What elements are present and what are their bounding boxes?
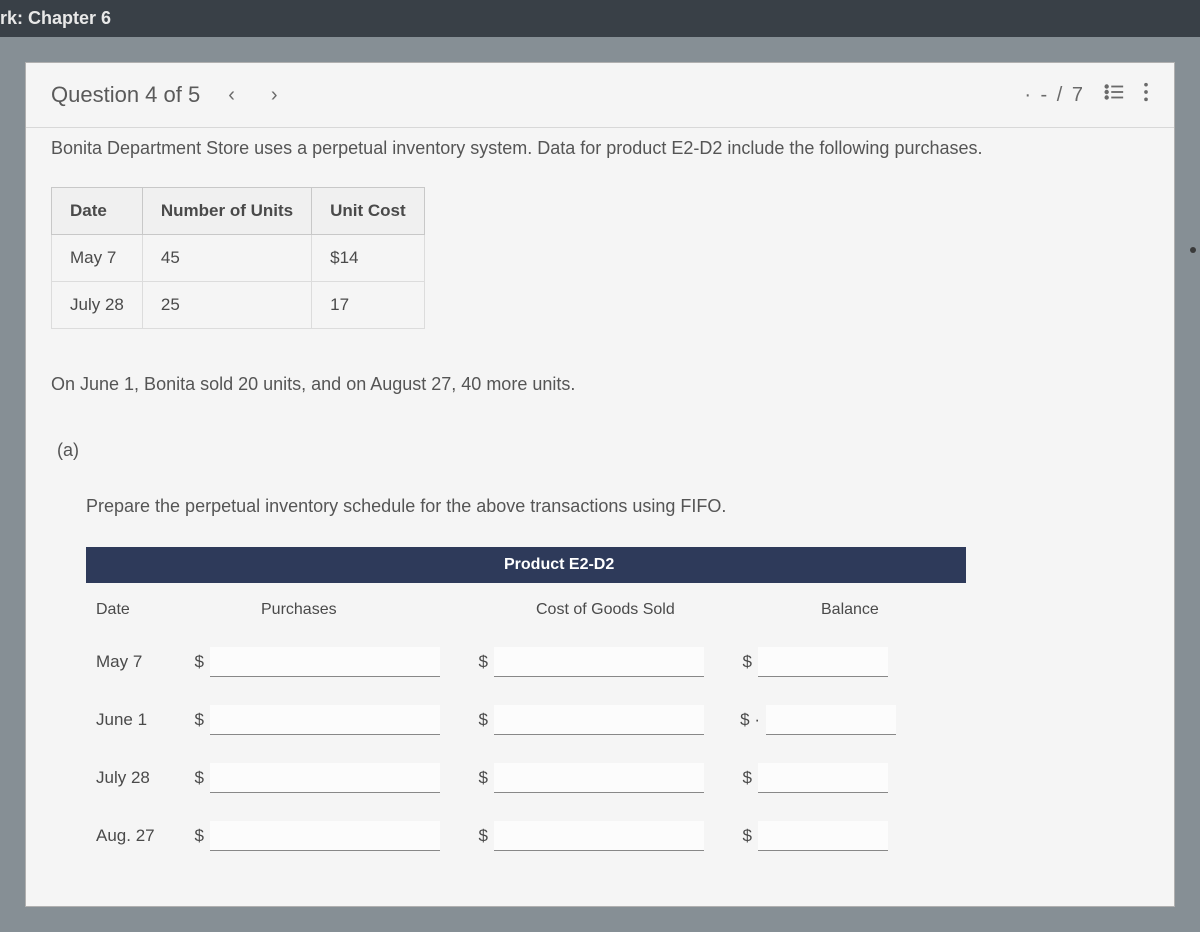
cogs-input[interactable] [494, 763, 704, 793]
schedule-banner: Product E2-D2 [86, 547, 966, 583]
sales-text: On June 1, Bonita sold 20 units, and on … [51, 374, 1149, 395]
dollar-sign: $ [470, 710, 488, 730]
schedule-title: Product E2-D2 [486, 547, 776, 583]
purchases-input[interactable] [210, 821, 440, 851]
dollar-sign: $ · [734, 710, 760, 730]
col-date: Date [52, 188, 143, 235]
hdr-cogs: Cost of Goods Sold [496, 601, 781, 619]
balance-input[interactable] [758, 647, 888, 677]
table-row: May 7 45 $14 [52, 235, 425, 282]
purchases-input[interactable] [210, 705, 440, 735]
decorative-dot [1190, 247, 1196, 253]
instruction-text: Prepare the perpetual inventory schedule… [86, 496, 1149, 517]
schedule-row: May 7 $ $ $ [86, 633, 966, 691]
next-question-button[interactable]: › [263, 84, 286, 107]
purchases-input[interactable] [210, 763, 440, 793]
hdr-date: Date [86, 601, 201, 619]
schedule-row: June 1 $ $ $ · [86, 691, 966, 749]
prev-question-button[interactable]: ‹ [220, 84, 243, 107]
question-body: Bonita Department Store uses a perpetual… [26, 127, 1174, 865]
page-banner: rk: Chapter 6 [0, 0, 1200, 37]
cell-cost: 17 [312, 282, 425, 329]
schedule-headers: Date Purchases Cost of Goods Sold Balanc… [86, 583, 966, 633]
outer-frame: Question 4 of 5 ‹ › · - / 7 [0, 37, 1200, 932]
question-title: Question 4 of 5 [51, 82, 200, 108]
col-units: Number of Units [142, 188, 311, 235]
row-date: May 7 [86, 652, 186, 672]
dollar-sign: $ [470, 826, 488, 846]
table-row: July 28 25 17 [52, 282, 425, 329]
balance-input[interactable] [758, 821, 888, 851]
cell-date: May 7 [52, 235, 143, 282]
dollar-sign: $ [186, 768, 204, 788]
header-left: Question 4 of 5 ‹ › [51, 82, 286, 108]
dollar-sign: $ [734, 652, 752, 672]
dollar-sign: $ [186, 710, 204, 730]
banner-spacer [776, 547, 966, 583]
header-right: · - / 7 [1024, 81, 1149, 109]
col-cost: Unit Cost [312, 188, 425, 235]
main-panel: Question 4 of 5 ‹ › · - / 7 [25, 62, 1175, 907]
dollar-sign: $ [186, 652, 204, 672]
schedule-table: Product E2-D2 Date Purchases Cost of Goo… [86, 547, 966, 865]
cogs-input[interactable] [494, 647, 704, 677]
cell-cost: $14 [312, 235, 425, 282]
cogs-input[interactable] [494, 821, 704, 851]
row-date: July 28 [86, 768, 186, 788]
banner-title: rk: Chapter 6 [0, 8, 111, 28]
part-a-block: Prepare the perpetual inventory schedule… [86, 496, 1149, 865]
question-header: Question 4 of 5 ‹ › · - / 7 [26, 63, 1174, 127]
balance-input[interactable] [766, 705, 896, 735]
banner-spacer [86, 547, 486, 583]
hdr-purchases: Purchases [201, 601, 496, 619]
balance-input[interactable] [758, 763, 888, 793]
row-date: Aug. 27 [86, 826, 186, 846]
dollar-sign: $ [470, 768, 488, 788]
cell-units: 45 [142, 235, 311, 282]
intro-text: Bonita Department Store uses a perpetual… [51, 138, 1149, 159]
cell-date: July 28 [52, 282, 143, 329]
score-display: · - / 7 [1024, 84, 1085, 107]
dollar-sign: $ [186, 826, 204, 846]
dollar-sign: $ [470, 652, 488, 672]
more-options-icon[interactable] [1143, 81, 1149, 109]
schedule-row: July 28 $ $ $ [86, 749, 966, 807]
list-icon[interactable] [1103, 81, 1125, 109]
row-date: June 1 [86, 710, 186, 730]
cell-units: 25 [142, 282, 311, 329]
part-label: (a) [57, 440, 1149, 461]
cogs-input[interactable] [494, 705, 704, 735]
hdr-balance: Balance [781, 601, 966, 619]
schedule-row: Aug. 27 $ $ $ [86, 807, 966, 865]
purchases-data-table: Date Number of Units Unit Cost May 7 45 … [51, 187, 425, 329]
dollar-sign: $ [734, 768, 752, 788]
purchases-input[interactable] [210, 647, 440, 677]
dollar-sign: $ [734, 826, 752, 846]
